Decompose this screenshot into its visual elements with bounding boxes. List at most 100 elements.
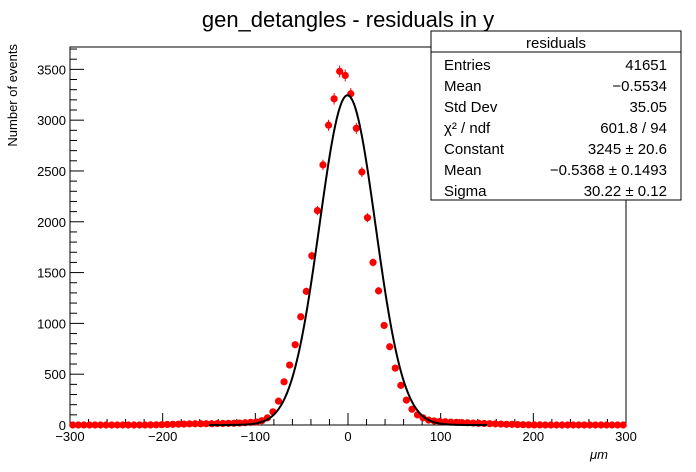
point-marker [69,421,77,429]
data-point [124,421,132,429]
point-marker [397,381,405,389]
data-point [302,287,310,296]
data-point [408,405,416,413]
data-point [513,420,522,429]
data-point [552,421,561,429]
y-tick-label: 1500 [37,266,66,281]
point-marker [174,420,183,428]
data-point [69,421,77,429]
data-point [486,420,494,428]
point-marker [386,343,394,351]
data-point [369,258,377,267]
y-tick-label: 0 [59,418,66,433]
point-marker [291,341,299,349]
point-marker [147,421,155,429]
stats-row-label: Mean [444,162,482,179]
data-point [336,65,344,78]
data-point [374,287,383,295]
y-tick-label: 500 [44,367,66,382]
data-point [591,421,600,429]
stats-row-label: Mean [444,78,482,95]
point-marker [191,420,199,428]
point-marker [491,420,499,428]
point-marker [280,378,288,386]
data-point [597,421,605,429]
data-point [163,420,171,429]
data-point [352,122,360,134]
data-point [508,420,516,428]
y-tick-label: 3000 [37,113,66,128]
point-marker [152,421,160,429]
y-tick-label: 3500 [37,62,66,77]
data-point [536,421,544,429]
x-tick-label: −100 [241,429,270,444]
x-tick-label: 0 [344,429,351,444]
point-marker [113,421,121,429]
y-axis-label: Number of events [5,44,20,147]
point-marker [313,206,322,215]
data-point [147,421,155,429]
stats-row-label: Constant [444,141,505,158]
point-marker [391,364,399,372]
point-marker [525,421,533,429]
data-point [519,421,527,429]
stats-box-frame [430,30,682,201]
point-marker [297,313,305,321]
x-axis: −300 −200 −100 0 100 200 300 [55,413,637,444]
data-point [614,421,622,429]
y-tick-label: 1000 [37,316,66,331]
point-marker [619,421,627,429]
point-marker [91,421,99,429]
data-point [525,421,533,429]
point-marker [497,420,505,428]
point-marker [402,396,410,404]
data-point [102,421,110,429]
x-tick-label: −300 [55,429,84,444]
point-marker [597,421,605,429]
stats-row-value: 601.8 / 94 [600,120,667,137]
point-marker [602,421,611,429]
data-point [502,420,511,428]
point-marker [180,420,188,428]
stats-row-value: 3245 ± 20.6 [588,141,667,158]
point-marker [324,121,333,129]
point-marker [163,420,171,429]
data-point [391,364,399,372]
point-marker [197,420,205,428]
data-point [580,421,588,429]
data-point [297,313,305,321]
data-point [330,93,338,105]
point-marker [513,420,522,429]
data-point [174,420,183,428]
data-point [202,420,210,428]
point-marker [519,421,527,429]
x-tick-label: 100 [430,429,452,444]
stats-row-value: −0.5368 ± 0.1493 [550,162,667,179]
chart-title: gen_detangles - residuals in y [202,7,494,32]
point-marker [564,421,572,429]
point-marker [508,420,516,428]
data-point [541,421,549,429]
stats-row-label: χ² / ndf [444,120,491,137]
point-marker [541,421,549,429]
data-point [363,213,372,223]
data-point [91,421,99,429]
point-marker [274,397,283,405]
point-marker [352,124,360,132]
stats-row-label: Sigma [444,183,487,200]
point-marker [319,161,327,169]
data-point [141,421,149,429]
point-marker [530,421,538,429]
point-marker [363,214,372,222]
point-marker [486,420,494,428]
data-point [497,420,505,428]
point-marker [586,421,594,429]
data-point [74,421,82,429]
point-marker [185,420,194,428]
stats-row-value: 41651 [625,57,667,74]
point-marker [302,287,310,295]
x-axis-label: μm [589,447,608,462]
point-marker [135,421,144,429]
stats-row-label: Std Dev [444,99,498,116]
